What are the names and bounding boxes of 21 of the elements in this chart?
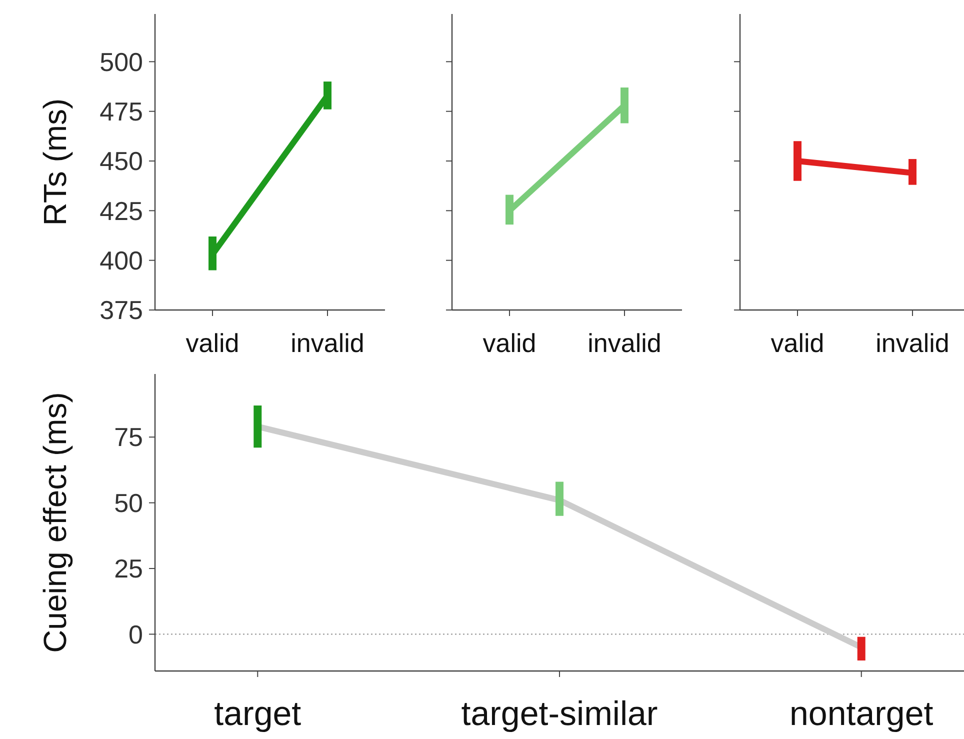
y-tick-label: 425 [100,196,143,226]
y-tick-label: 25 [114,554,143,584]
y-tick-label: 0 [128,619,143,650]
y-tick-label: 75 [114,422,143,452]
y-axis-title: RTs (ms) [37,98,74,226]
y-tick-label: 50 [114,488,143,518]
y-tick-label: 500 [100,46,143,77]
x-tick-label: invalid [876,328,950,358]
x-tick-label: invalid [290,328,364,358]
x-tick-label: nontarget [790,695,934,733]
x-tick-label: target-similar [461,695,658,733]
x-tick-label: valid [482,328,536,358]
y-axis-title: Cueing effect (ms) [37,392,74,653]
y-tick-label: 400 [100,245,143,276]
y-tick-label: 475 [100,96,143,126]
y-tick-label: 375 [100,295,143,326]
y-tick-label: 450 [100,146,143,176]
x-tick-label: valid [186,328,240,358]
x-tick-label: valid [770,328,824,358]
x-tick-label: invalid [588,328,662,358]
x-tick-label: target [214,695,302,733]
